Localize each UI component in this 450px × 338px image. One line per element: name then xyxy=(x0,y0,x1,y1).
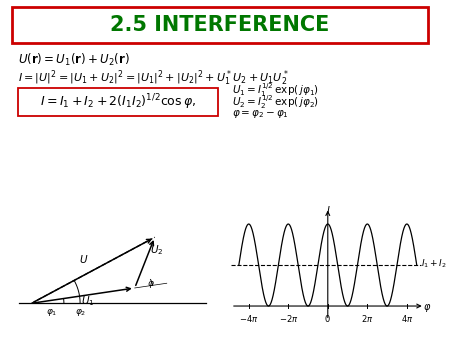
Text: $-2\pi$: $-2\pi$ xyxy=(279,313,298,324)
Text: $4\pi$: $4\pi$ xyxy=(400,313,413,324)
Text: $-4\pi$: $-4\pi$ xyxy=(239,313,258,324)
Bar xyxy=(18,88,218,116)
Text: $U_1$: $U_1$ xyxy=(81,294,95,308)
Text: $I$: $I$ xyxy=(326,204,331,216)
Text: $\varphi_2$: $\varphi_2$ xyxy=(75,307,86,318)
Text: $U_1 = I_1^{1/2}\,\exp(\,j\varphi_1)$: $U_1 = I_1^{1/2}\,\exp(\,j\varphi_1)$ xyxy=(232,81,319,99)
Text: $0$: $0$ xyxy=(324,313,331,324)
Text: $2\pi$: $2\pi$ xyxy=(361,313,374,324)
Text: $U_2$: $U_2$ xyxy=(149,243,163,257)
Text: $\varphi = \varphi_2 - \varphi_1$: $\varphi = \varphi_2 - \varphi_1$ xyxy=(232,108,289,120)
Text: $\varphi$: $\varphi$ xyxy=(423,302,432,314)
Text: $I = I_1 + I_2 + 2(I_1 I_2)^{1/2}\cos\varphi,$: $I = I_1 + I_2 + 2(I_1 I_2)^{1/2}\cos\va… xyxy=(40,92,196,112)
Text: $\varphi_1$: $\varphi_1$ xyxy=(46,307,57,318)
Bar xyxy=(12,7,428,43)
Text: $U_2 = I_2^{1/2}\,\exp(\,j\varphi_2)$: $U_2 = I_2^{1/2}\,\exp(\,j\varphi_2)$ xyxy=(232,93,319,111)
Text: 2.5 INTERFERENCE: 2.5 INTERFERENCE xyxy=(110,15,330,35)
Text: $U(\mathbf{r}) = U_1(\mathbf{r}) + U_2(\mathbf{r})$: $U(\mathbf{r}) = U_1(\mathbf{r}) + U_2(\… xyxy=(18,52,130,68)
Text: $\varphi$: $\varphi$ xyxy=(147,279,155,290)
Text: $U$: $U$ xyxy=(79,253,88,265)
Text: $I_1+I_2$: $I_1+I_2$ xyxy=(421,258,447,270)
Text: $I = |U|^2 = |U_1 + U_2|^2 = |U_1|^2 + |U_2|^2 + U_1^*U_2 + U_1U_2^*$: $I = |U|^2 = |U_1 + U_2|^2 = |U_1|^2 + |… xyxy=(18,68,289,88)
